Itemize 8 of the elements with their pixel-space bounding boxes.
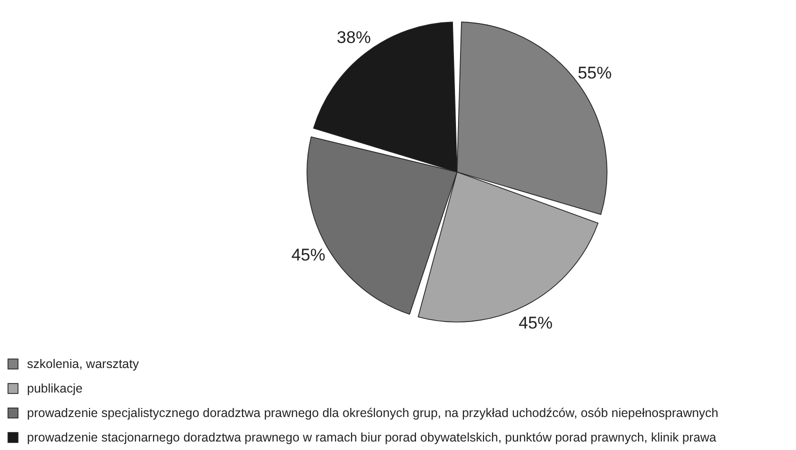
data-label: 38%	[336, 28, 371, 47]
legend-label: szkolenia, warsztaty	[27, 357, 140, 371]
legend-label: prowadzenie specjalistycznego doradztwa prawnego dla określonych grup, na przykład uchodźców, osób niepełnosprawnych	[27, 406, 718, 420]
legend-label: publikacje	[27, 382, 83, 396]
legend-label: prowadzenie stacjonarnego doradztwa prawnego w ramach biur porad obywatelskich, punktów porad prawnych, klinik prawa	[27, 430, 716, 444]
data-label: 45%	[518, 314, 553, 333]
data-label: 45%	[291, 245, 326, 264]
data-label: 55%	[578, 63, 612, 82]
